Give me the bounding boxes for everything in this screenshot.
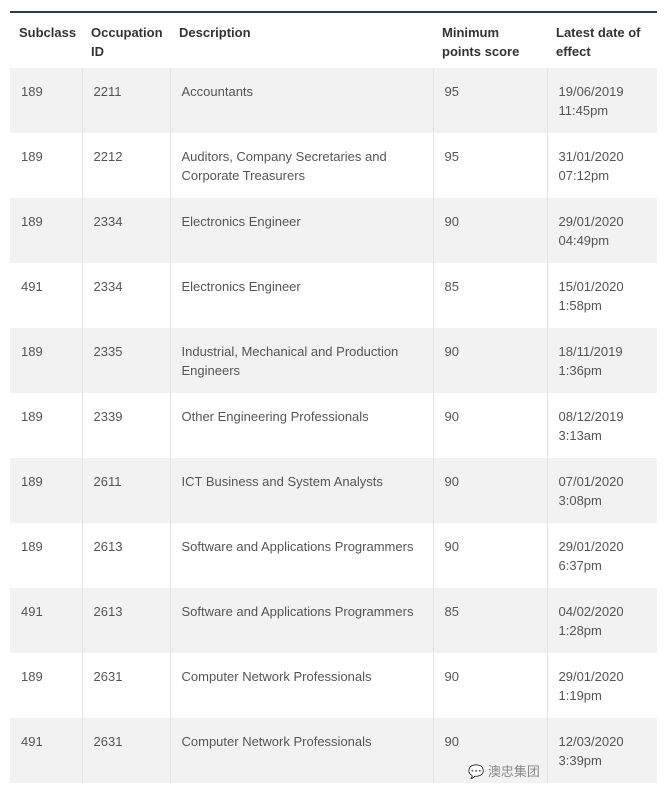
header-date: Latest date of effect (556, 25, 641, 59)
time: 1:28pm (558, 623, 602, 638)
cell-date: 07/01/2020 3:08pm (546, 458, 657, 523)
cell-subclass: 189 (21, 669, 43, 684)
cell-subclass: 491 (21, 279, 43, 294)
cell-occupation-id: 2631 (81, 718, 170, 783)
cell-date: 19/06/2019 11:45pm (546, 68, 657, 133)
cell-min-points: 90 (432, 718, 547, 783)
time: 3:08pm (558, 493, 602, 508)
cell-description: Industrial, Mechanical and Production En… (169, 328, 433, 393)
table-row: 189 2613 Software and Applications Program… (10, 523, 657, 588)
cell-description: Electronics Engineer (169, 198, 433, 263)
date: 15/01/2020 (558, 279, 624, 294)
date: 29/01/2020 (558, 669, 624, 684)
date: 12/03/2020 (558, 734, 624, 749)
time: 6:37pm (558, 558, 602, 573)
cell-min-points: 90 (432, 198, 547, 263)
cell-occupation-id: 2611 (81, 458, 170, 523)
time: 3:39pm (558, 753, 602, 768)
cell-min-points: 95 (432, 68, 547, 133)
cell-subclass: 189 (10, 458, 82, 523)
cell-occupation-id: 2335 (81, 328, 170, 393)
time: 1:36pm (558, 363, 602, 378)
cell-description: Computer Network Professionals (169, 718, 433, 783)
table-row: 491 2613 Software and Applications Program… (10, 588, 657, 653)
time: 3:13am (558, 428, 602, 443)
cell-description: Computer Network Professionals (169, 653, 433, 718)
cell-date: 29/01/2020 04:49pm (546, 198, 657, 263)
cell-subclass: 491 (10, 718, 82, 783)
cell-min-points: 90 (432, 328, 547, 393)
cell-subclass: 491 (10, 588, 82, 653)
cell-occupation-id: 2613 (81, 523, 170, 588)
table-row: 189 2339 Other Engineering Professionals 90… (10, 393, 657, 458)
header-description: Description (179, 25, 251, 40)
table-row: 189 2631 Computer Network Professionals 90 2… (10, 653, 657, 718)
cell-date: 29/01/2020 6:37pm (546, 523, 657, 588)
date: 04/02/2020 (558, 604, 624, 619)
table-row: 189 2611 ICT Business and System Analysts 9… (10, 458, 657, 523)
cell-subclass: 189 (10, 68, 82, 133)
header-min-points: Minimum points score (442, 25, 520, 59)
table-row: 189 2212 Auditors, Company Secretaries and… (10, 133, 657, 198)
table-row: 189 2211 Accountants 95 19/06/2019 11:45pm (10, 68, 657, 133)
cell-description: Other Engineering Professionals (169, 393, 433, 458)
cell-subclass: 189 (10, 328, 82, 393)
cell-description: Auditors, Company Secretaries and Corpor… (169, 133, 433, 198)
cell-occupation-id: 2631 (81, 653, 170, 718)
date: 07/01/2020 (558, 474, 624, 489)
cell-occupation-id: 2613 (81, 588, 170, 653)
chat-bubble-icon: 💬 (468, 764, 485, 779)
time: 11:45pm (558, 103, 609, 118)
cell-description: Accountants (169, 68, 433, 133)
watermark: 💬 澳忠集团 (468, 764, 540, 779)
date: 29/01/2020 (558, 539, 624, 554)
time: 04:49pm (558, 233, 610, 248)
time: 1:19pm (558, 688, 602, 703)
cell-date: 31/01/2020 07:12pm (546, 133, 657, 198)
date: 31/01/2020 (558, 149, 624, 164)
cell-occupation-id: 2339 (81, 393, 170, 458)
cell-date: 15/01/2020 1:58pm (546, 263, 657, 328)
cell-date: 08/12/2019 3:13am (546, 393, 657, 458)
date: 08/12/2019 (558, 409, 624, 424)
date: 19/06/2019 (558, 84, 624, 99)
cell-description: ICT Business and System Analysts (169, 458, 433, 523)
time: 07:12pm (558, 168, 610, 183)
cell-description: Software and Applications Programmers (169, 523, 433, 588)
date: 29/01/2020 (558, 214, 624, 229)
cell-min-points: 85 (432, 263, 547, 328)
date: 18/11/2019 (558, 344, 623, 359)
table-row: 189 2335 Industrial, Mechanical and Produc… (10, 328, 657, 393)
cell-subclass: 189 (21, 539, 43, 554)
time: 1:58pm (558, 298, 602, 313)
header-occupation-id: Occupation ID (91, 25, 163, 59)
cell-occupation-id: 2334 (81, 263, 170, 328)
cell-description: Software and Applications Programmers (169, 588, 433, 653)
cell-date: 04/02/2020 1:28pm (546, 588, 657, 653)
cell-min-points: 90 (432, 523, 547, 588)
cell-min-points: 95 (432, 133, 547, 198)
occupation-table: Subclass Occupation ID Description Minim… (10, 11, 657, 783)
cell-subclass: 189 (10, 198, 82, 263)
table-row: 189 2334 Electronics Engineer 90 29/01/2020 0… (10, 198, 657, 263)
cell-description: Electronics Engineer (169, 263, 433, 328)
cell-occupation-id: 2212 (81, 133, 170, 198)
cell-subclass: 189 (21, 409, 43, 424)
cell-occupation-id: 2211 (81, 68, 170, 133)
cell-occupation-id: 2334 (81, 198, 170, 263)
cell-min-points: 90 (432, 653, 547, 718)
table-row: 491 2631 Computer Network Professionals 90 1… (10, 718, 657, 783)
watermark-text: 澳忠集团 (487, 764, 540, 779)
cell-date: 12/03/2020 3:39pm (546, 718, 657, 783)
cell-min-points: 90 (432, 393, 547, 458)
table-header: Subclass Occupation ID Description Minim… (10, 12, 657, 68)
header-subclass: Subclass (19, 25, 77, 40)
cell-min-points: 85 (432, 588, 547, 653)
table-row: 491 2334 Electronics Engineer 85 15/01/2020 1… (10, 263, 657, 328)
cell-date: 29/01/2020 1:19pm (546, 653, 657, 718)
cell-subclass: 189 (21, 149, 43, 164)
cell-min-points: 90 (432, 458, 547, 523)
cell-date: 18/11/2019 1:36pm (546, 328, 657, 393)
